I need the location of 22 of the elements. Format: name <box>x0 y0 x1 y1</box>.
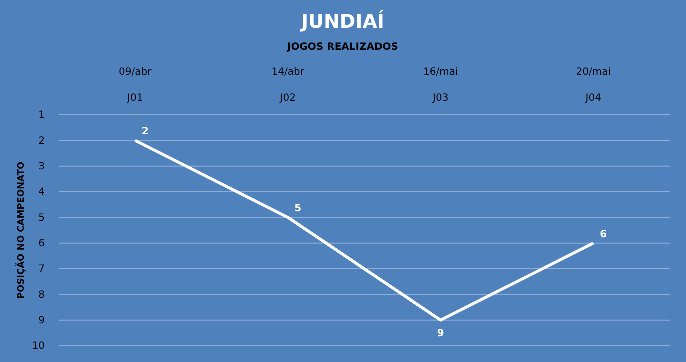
category-label: 20/mai J04 <box>576 67 611 104</box>
y-tick-label: 8 <box>38 290 45 301</box>
y-tick-label: 4 <box>38 187 45 198</box>
category-label: 16/mai J03 <box>424 67 458 104</box>
chart-title: JUNDIAÍ <box>299 10 385 33</box>
y-tick-label: 3 <box>38 162 45 173</box>
data-label: 6 <box>600 229 608 240</box>
y-tick-label: 2 <box>38 136 45 147</box>
category-label: 09/abr J01 <box>119 67 152 104</box>
category-label: 14/abr J02 <box>272 67 304 104</box>
data-label: 5 <box>294 204 302 215</box>
y-tick-label: 10 <box>32 341 45 352</box>
data-label: 9 <box>437 328 444 340</box>
y-tick-label: 7 <box>38 264 45 276</box>
y-tick-label: 1 <box>38 110 45 122</box>
y-tick-label: 5 <box>38 212 45 224</box>
y-tick-label: 6 <box>38 238 45 250</box>
line-series <box>134 139 596 322</box>
data-label: 2 <box>142 126 149 138</box>
y-tick-label: 9 <box>38 316 45 327</box>
y-axis-title: POSIÇÃO NO CAMPEONATO <box>15 162 27 300</box>
chart-subtitle: JOGOS REALIZADOS <box>286 42 398 53</box>
